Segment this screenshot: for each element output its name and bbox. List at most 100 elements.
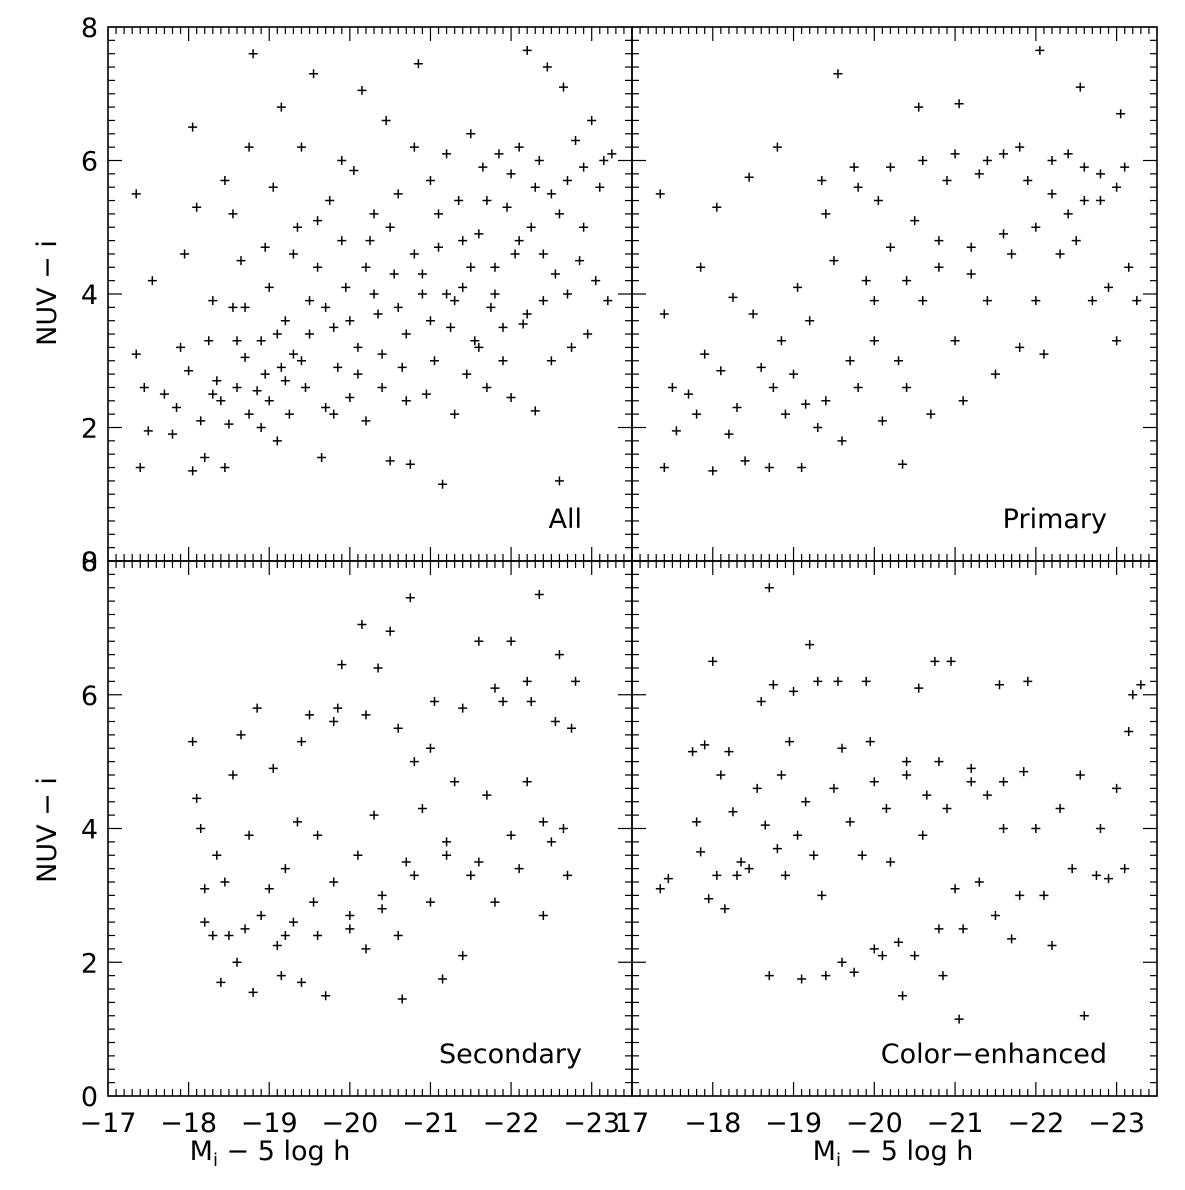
data-point <box>724 429 734 439</box>
data-point <box>1031 824 1041 833</box>
data-point <box>793 830 803 840</box>
data-point <box>1136 680 1146 690</box>
data-point <box>397 362 407 372</box>
x-tick-label-right: −19 <box>765 1108 822 1139</box>
data-point <box>176 342 186 352</box>
data-point <box>361 944 371 954</box>
data-point <box>700 740 710 750</box>
data-point <box>506 636 516 646</box>
data-point <box>228 209 238 219</box>
data-point <box>999 229 1009 239</box>
x-tick-label-right: −22 <box>1007 1108 1064 1139</box>
data-point <box>268 763 278 773</box>
x-tick-label-left: −23 <box>563 1108 620 1139</box>
data-point <box>482 790 492 800</box>
data-point <box>966 777 976 787</box>
plot-frame <box>107 560 633 1097</box>
data-point <box>966 242 976 252</box>
data-point <box>756 696 766 706</box>
x-tick-label-left: −17 <box>80 1108 137 1139</box>
data-point <box>805 316 815 326</box>
data-point <box>922 790 932 800</box>
data-point <box>482 382 492 392</box>
data-point <box>240 302 250 312</box>
data-point <box>990 910 1000 920</box>
data-point <box>1075 770 1085 780</box>
data-point <box>240 352 250 362</box>
data-point <box>454 196 464 206</box>
data-point <box>934 236 944 246</box>
data-point <box>393 302 403 312</box>
data-point <box>438 479 448 489</box>
data-point <box>522 309 532 319</box>
data-point <box>204 336 214 346</box>
data-point <box>999 149 1009 159</box>
data-point <box>813 676 823 686</box>
data-point <box>280 376 290 386</box>
data-point <box>768 382 778 392</box>
data-point <box>914 102 924 112</box>
data-point <box>296 142 306 152</box>
y-tick-label-bottom: 8 <box>81 547 98 578</box>
data-point <box>655 884 665 894</box>
data-point <box>752 783 762 793</box>
data-point <box>417 803 427 813</box>
data-point <box>470 336 480 346</box>
data-point <box>591 276 601 286</box>
data-point <box>329 409 339 419</box>
data-point <box>417 289 427 299</box>
data-point <box>837 743 847 753</box>
data-point <box>817 890 827 900</box>
data-point <box>1035 45 1045 55</box>
y-axis-label-top: NUV − i <box>32 240 63 346</box>
data-point <box>728 807 738 817</box>
y-tick-label-bottom: 4 <box>81 815 98 846</box>
data-point <box>780 409 790 419</box>
data-point <box>224 419 234 429</box>
data-point <box>712 202 722 212</box>
data-point <box>264 282 274 292</box>
data-point <box>401 857 411 867</box>
data-point <box>974 877 984 887</box>
data-point <box>914 683 924 693</box>
data-point <box>982 156 992 165</box>
data-point <box>837 436 847 446</box>
data-point <box>663 874 673 884</box>
x-axis-label-main: M <box>813 1136 836 1167</box>
data-point <box>829 256 839 266</box>
data-point <box>317 453 327 463</box>
data-point <box>345 316 355 326</box>
x-tick-label-left: −21 <box>402 1108 459 1139</box>
data-point <box>918 830 928 840</box>
data-point <box>401 329 411 339</box>
data-point <box>256 910 266 920</box>
data-point <box>659 463 669 473</box>
data-point <box>809 850 819 860</box>
data-point <box>958 924 968 934</box>
data-point <box>776 770 786 780</box>
y-tick-label-top: 4 <box>81 280 98 311</box>
data-point <box>192 202 202 212</box>
data-point <box>405 593 415 603</box>
data-point <box>869 777 879 787</box>
data-point <box>1063 149 1073 159</box>
data-point <box>474 342 484 352</box>
data-point <box>563 870 573 880</box>
data-point <box>373 663 383 673</box>
data-point <box>518 319 528 329</box>
data-point <box>538 910 548 920</box>
data-point <box>522 676 532 686</box>
data-point <box>305 329 315 339</box>
data-point <box>950 336 960 346</box>
data-point <box>966 763 976 773</box>
data-point <box>789 369 799 379</box>
data-point <box>450 296 460 306</box>
data-point <box>244 830 254 840</box>
data-point <box>377 349 387 359</box>
data-point <box>208 931 218 940</box>
data-point <box>1039 349 1049 359</box>
data-point <box>248 987 258 997</box>
data-point <box>684 389 694 399</box>
data-point <box>934 757 944 767</box>
data-point <box>292 817 302 827</box>
